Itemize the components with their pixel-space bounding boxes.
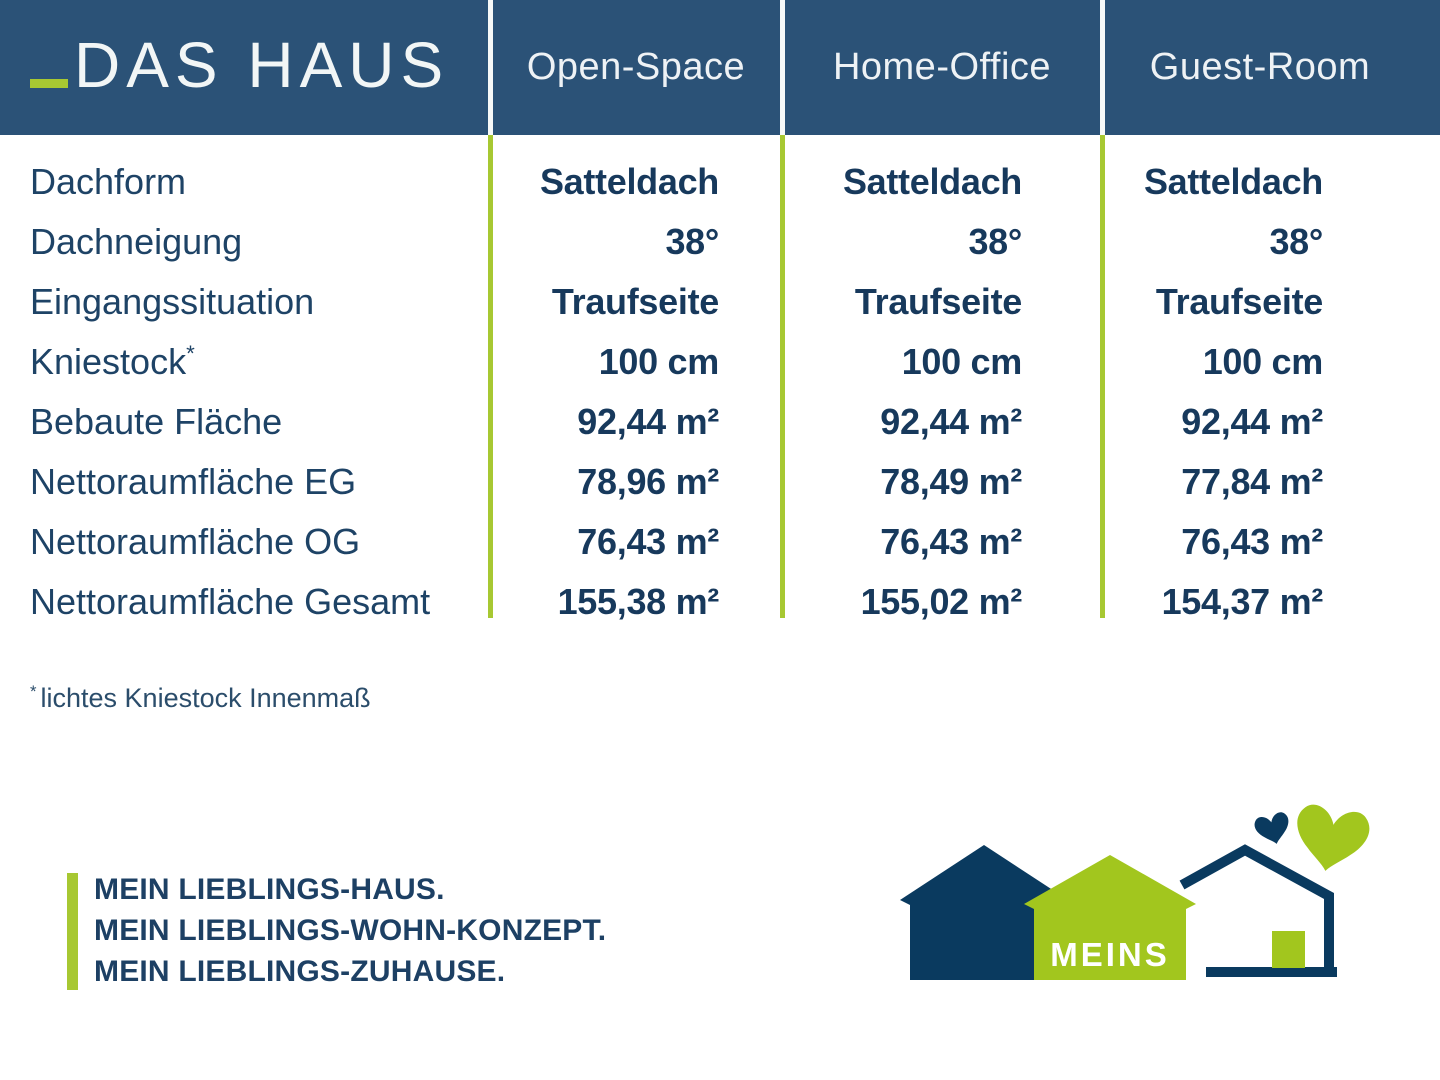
slogan-line-3: MEIN LIEBLINGS-ZUHAUSE. [94,955,506,988]
heart-navy-icon [1254,812,1289,844]
table-row-dachneigung: Dachneigung 38° 38° 38° [0,212,1440,272]
row-label: Kniestock* [30,341,195,382]
cell-guest-room: Traufseite [1155,281,1323,322]
row-label: Bebaute Fläche [30,401,283,442]
logo-outline-house-roof [1179,844,1334,972]
header-divider-3 [1100,0,1105,135]
cell-home-office: 38° [968,221,1022,262]
cell-open-space: 38° [665,221,719,262]
cell-guest-room: 77,84 m² [1181,461,1323,502]
cell-home-office: 155,02 m² [860,581,1023,622]
table-row-nettoraumflaeche-eg: Nettoraumfläche EG 78,96 m² 78,49 m² 77,… [0,452,1440,512]
row-label: Nettoraumfläche OG [30,521,361,562]
table-row-kniestock: Kniestock* 100 cm 100 cm 100 cm [0,332,1440,392]
footnote-asterisk: * [30,682,37,701]
heart-green-icon [1297,804,1370,871]
meins-logo: MEINS [900,788,1370,993]
cell-home-office: 92,44 m² [880,401,1022,442]
footnote-marker: * [186,341,195,366]
cell-guest-room: 100 cm [1202,341,1324,382]
cell-open-space: 76,43 m² [577,521,719,562]
comparison-table: Dachform Satteldach Satteldach Satteldac… [0,152,1440,632]
body-divider-1 [488,135,493,618]
cell-home-office: 76,43 m² [880,521,1022,562]
cell-home-office: Satteldach [842,161,1022,202]
slogan-block: MEIN LIEBLINGS-HAUS. MEIN LIEBLINGS-WOHN… [94,869,606,992]
page-title: DAS HAUS [74,29,450,101]
cell-guest-room: Satteldach [1143,161,1323,202]
cell-guest-room: 38° [1269,221,1323,262]
table-row-eingangssituation: Eingangssituation Traufseite Traufseite … [0,272,1440,332]
column-header-guest-room: Guest-Room [1149,46,1371,88]
cell-guest-room: 154,37 m² [1161,581,1324,622]
slogan-line-1: MEIN LIEBLINGS-HAUS. [94,873,445,906]
row-label: Dachneigung [30,221,243,262]
column-header-open-space: Open-Space [526,46,746,88]
header-band: DAS HAUS Open-Space Home-Office Guest-Ro… [0,0,1440,135]
cell-home-office: 78,49 m² [880,461,1022,502]
logo-outline-house-door [1272,931,1305,968]
cell-open-space: Traufseite [551,281,719,322]
cell-open-space: 78,96 m² [577,461,719,502]
body-divider-3 [1100,135,1105,618]
footnote: * lichtes Kniestock Innenmaß [30,672,371,718]
row-label: Eingangssituation [30,281,315,322]
footnote-text: lichtes Kniestock Innenmaß [40,683,371,713]
row-label: Nettoraumfläche Gesamt [30,581,431,622]
cell-home-office: Traufseite [854,281,1022,322]
row-label: Dachform [30,161,187,202]
table-row-dachform: Dachform Satteldach Satteldach Satteldac… [0,152,1440,212]
title-underscore-accent [30,79,68,88]
cell-open-space: 155,38 m² [557,581,720,622]
slogan-line-2: MEIN LIEBLINGS-WOHN-KONZEPT. [94,914,607,947]
logo-dark-house [900,845,1068,980]
body-divider-2 [780,135,785,618]
column-header-home-office: Home-Office [832,46,1052,88]
row-label: Nettoraumfläche EG [30,461,357,502]
cell-guest-room: 92,44 m² [1181,401,1323,442]
cell-open-space: 100 cm [598,341,720,382]
cell-guest-room: 76,43 m² [1181,521,1323,562]
logo-meins-label: MEINS [1050,936,1170,973]
cell-open-space: Satteldach [539,161,719,202]
logo-green-house [1024,855,1196,980]
header-divider-1 [488,0,493,135]
cell-home-office: 100 cm [901,341,1023,382]
table-row-nettoraumflaeche-gesamt: Nettoraumfläche Gesamt 155,38 m² 155,02 … [0,572,1440,632]
table-row-bebaute-flaeche: Bebaute Fläche 92,44 m² 92,44 m² 92,44 m… [0,392,1440,452]
table-row-nettoraumflaeche-og: Nettoraumfläche OG 76,43 m² 76,43 m² 76,… [0,512,1440,572]
cell-open-space: 92,44 m² [577,401,719,442]
slogan-accent-bar [67,873,78,990]
header-divider-2 [780,0,785,135]
